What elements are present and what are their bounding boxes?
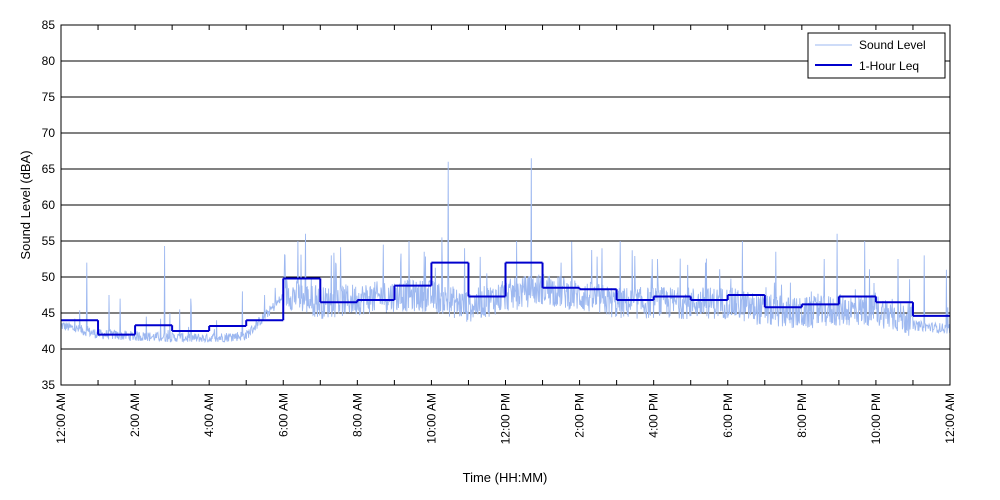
x-tick-label: 10:00 AM [424, 393, 438, 444]
series-group [60, 158, 951, 344]
x-tick-label: 2:00 PM [573, 393, 587, 438]
x-tick-label: 12:00 AM [54, 393, 68, 444]
axis-ticks: 35 40 45 50 55 60 65 70 75 80 85 12:00 AM 2:00 AM 4:0… [42, 18, 957, 444]
y-tick-label: 35 [42, 378, 56, 392]
x-tick-label: 4:00 PM [647, 393, 661, 438]
x-tick-label: 10:00 PM [869, 393, 883, 444]
x-tick-label: 6:00 AM [276, 393, 290, 437]
y-tick-label: 65 [42, 162, 56, 176]
y-tick-label: 70 [42, 126, 56, 140]
x-tick-label: 6:00 PM [721, 393, 735, 438]
y-tick-label: 85 [42, 18, 56, 32]
x-tick-label: 12:00 AM [943, 393, 957, 444]
y-tick-label: 40 [42, 342, 56, 356]
y-axis-title: Sound Level (dBA) [18, 150, 33, 259]
legend-label-sound-level: Sound Level [859, 38, 926, 52]
legend-box [807, 32, 946, 79]
y-tick-label: 45 [42, 306, 56, 320]
legend-label-1-hour-leq: 1-Hour Leq [859, 59, 919, 73]
y-tick-label: 60 [42, 198, 56, 212]
y-tick-label: 55 [42, 234, 56, 248]
legend: Sound Level 1-Hour Leq [807, 32, 946, 79]
x-tick-label: 12:00 PM [499, 393, 513, 444]
y-tick-label: 75 [42, 90, 56, 104]
x-tick-label: 2:00 AM [128, 393, 142, 437]
x-axis-title: Time (HH:MM) [463, 470, 548, 485]
x-tick-label: 8:00 AM [350, 393, 364, 437]
y-tick-label: 80 [42, 54, 56, 68]
x-tick-label: 4:00 AM [202, 393, 216, 437]
x-tick-label: 8:00 PM [795, 393, 809, 438]
y-tick-label: 50 [42, 270, 56, 284]
